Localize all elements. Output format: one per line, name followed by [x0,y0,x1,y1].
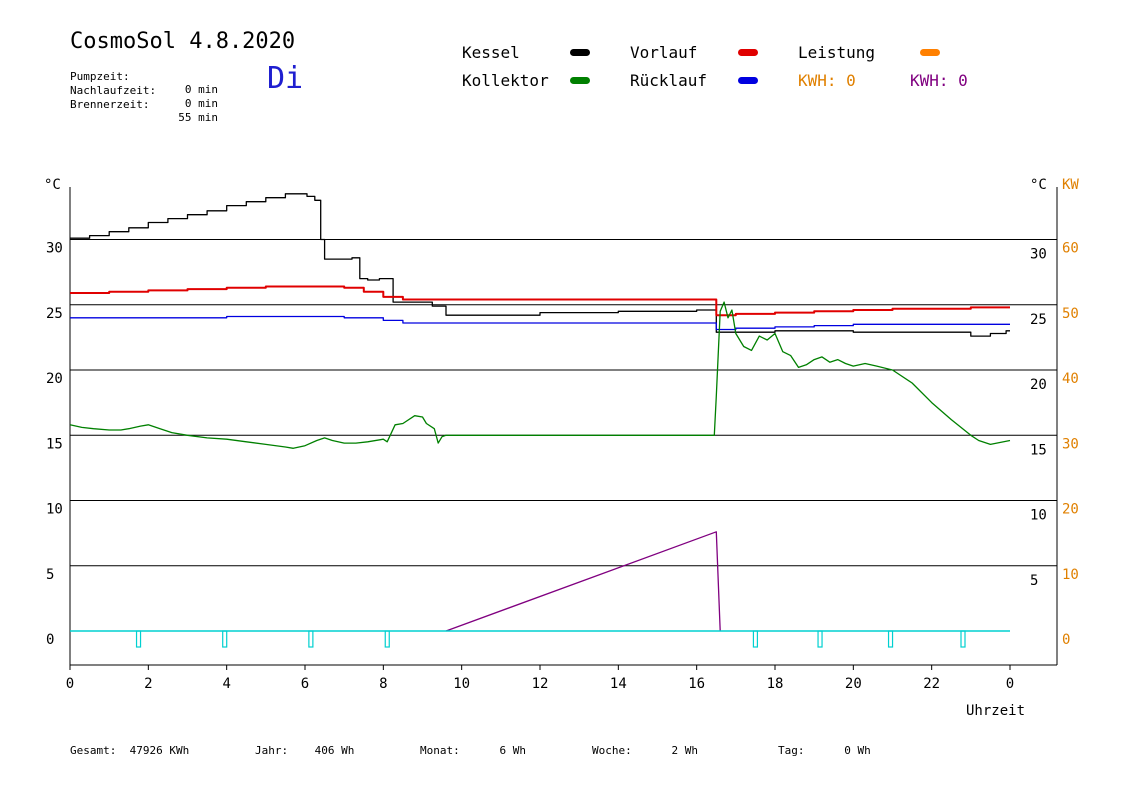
info-label: Brennerzeit: [70,98,150,111]
y-right-tick-label: 30 [1030,247,1047,263]
y-axis-left-unit: °C [44,177,61,193]
x-axis-label: Uhrzeit [966,703,1025,719]
kw-tick-label: 50 [1062,306,1079,322]
x-tick-label: 20 [845,676,862,692]
footer-gesamt: Gesamt: 47926 KWh [70,744,190,757]
pump-pulse [308,630,314,648]
x-tick-label: 0 [66,676,74,692]
page-title: CosmoSol 4.8.2020 [70,29,296,54]
series-kwh-line [445,531,721,632]
y-left-tick-label: 5 [46,567,54,583]
pump-pulse [384,630,390,648]
kw-tick-label: 60 [1062,241,1079,257]
y-right-tick-label: 5 [1030,573,1038,589]
x-tick-label: 8 [379,676,387,692]
kw-tick-label: 10 [1062,567,1079,583]
legend-kollektor-swatch [570,77,590,84]
series-vorlauf-line [70,285,1010,317]
legend-kwh-orange: KWH: 0 [798,71,856,90]
legend-leistung-swatch [920,49,940,56]
info-label: Pumpzeit: [70,70,130,83]
x-tick-label: 10 [453,676,470,692]
series-kessel-line [70,193,1010,337]
footer-woche: Woche: 2 Wh [592,744,698,757]
weekday-label: Di [267,61,304,96]
info-value: 0 min [184,97,218,110]
footer-monat: Monat: 6 Wh [420,744,526,757]
footer-tag: Tag: 0 Wh [778,744,871,757]
legend-kessel-swatch [570,49,590,56]
info-nachlaufzeit: Nachlaufzeit: 0 min [70,71,218,110]
x-tick-label: 18 [767,676,784,692]
y-right-tick-label: 10 [1030,508,1047,524]
legend-kollektor-label: Kollektor [462,71,549,90]
pump-pulse [752,630,759,648]
legend-vorlauf-label: Vorlauf [630,43,698,62]
pump-pulse [960,630,966,648]
series-kollektor-line [69,301,1011,449]
y-right-tick-label: 20 [1030,377,1047,393]
kw-tick-label: 40 [1062,371,1079,387]
legend-kessel-label: Kessel [462,43,520,62]
y-left-tick-label: 30 [46,241,63,257]
y-left-tick-label: 10 [46,502,63,518]
x-tick-label: 16 [688,676,705,692]
legend-ruecklauf-swatch [738,77,758,84]
x-tick-label: 12 [532,676,549,692]
x-tick-label: 22 [923,676,940,692]
info-label: Nachlaufzeit: [70,84,157,97]
x-tick-label: 6 [301,676,309,692]
kw-axis-unit: KW [1062,177,1079,193]
kw-tick-label: 20 [1062,502,1079,518]
y-left-tick-label: 20 [46,371,63,387]
info-pumpzeit: Pumpzeit: 0 min [70,57,218,96]
x-tick-label: 2 [144,676,152,692]
x-tick-label: 4 [222,676,230,692]
legend-vorlauf-swatch [738,49,758,56]
y-left-tick-label: 15 [46,436,63,452]
y-left-tick-label: 25 [46,306,63,322]
kw-tick-label: 0 [1062,632,1070,648]
y-right-tick-label: 25 [1030,312,1047,328]
footer-jahr: Jahr: 406 Wh [255,744,355,757]
y-right-tick-label: 15 [1030,442,1047,458]
pump-pulse [817,630,823,648]
pump-pulse [222,630,228,648]
info-value: 55 min [178,111,218,124]
series-ruecklauf-line [70,315,1010,331]
legend-kwh-purple: KWH: 0 [910,71,968,90]
x-tick-label: 0 [1006,676,1014,692]
info-value: 0 min [184,83,218,96]
info-brennerzeit: Brennerzeit: 55 min [70,85,218,124]
pump-pulse [135,630,142,648]
pump-pulse [887,630,894,648]
y-left-tick-label: 0 [46,632,54,648]
x-tick-label: 14 [610,676,627,692]
y-axis-right-unit: °C [1030,177,1047,193]
kw-tick-label: 30 [1062,436,1079,452]
legend-leistung-label: Leistung [798,43,876,62]
legend-ruecklauf-label: Rücklauf [630,71,708,90]
